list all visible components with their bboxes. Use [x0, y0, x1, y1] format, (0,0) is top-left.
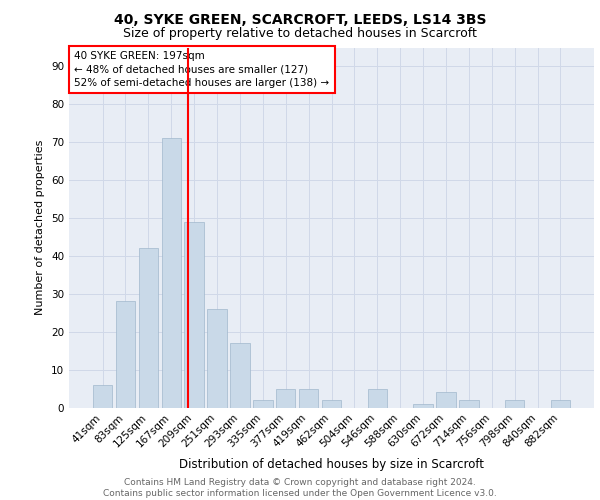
Bar	[436, 392, 455, 407]
Text: 40 SYKE GREEN: 197sqm
← 48% of detached houses are smaller (127)
52% of semi-det: 40 SYKE GREEN: 197sqm ← 48% of detached …	[74, 51, 329, 88]
Bar	[230, 343, 250, 407]
Bar	[299, 388, 319, 407]
Bar	[413, 404, 433, 407]
Bar	[368, 388, 387, 407]
Bar	[208, 309, 227, 408]
Bar	[93, 385, 112, 407]
Bar	[116, 302, 135, 408]
Bar	[139, 248, 158, 408]
Bar	[276, 388, 295, 407]
X-axis label: Distribution of detached houses by size in Scarcroft: Distribution of detached houses by size …	[179, 458, 484, 470]
Bar	[161, 138, 181, 407]
Text: Size of property relative to detached houses in Scarcroft: Size of property relative to detached ho…	[123, 28, 477, 40]
Bar	[253, 400, 272, 407]
Bar	[184, 222, 204, 408]
Bar	[505, 400, 524, 407]
Text: Contains HM Land Registry data © Crown copyright and database right 2024.
Contai: Contains HM Land Registry data © Crown c…	[103, 478, 497, 498]
Bar	[551, 400, 570, 407]
Bar	[459, 400, 479, 407]
Text: 40, SYKE GREEN, SCARCROFT, LEEDS, LS14 3BS: 40, SYKE GREEN, SCARCROFT, LEEDS, LS14 3…	[114, 12, 486, 26]
Y-axis label: Number of detached properties: Number of detached properties	[35, 140, 46, 315]
Bar	[322, 400, 341, 407]
